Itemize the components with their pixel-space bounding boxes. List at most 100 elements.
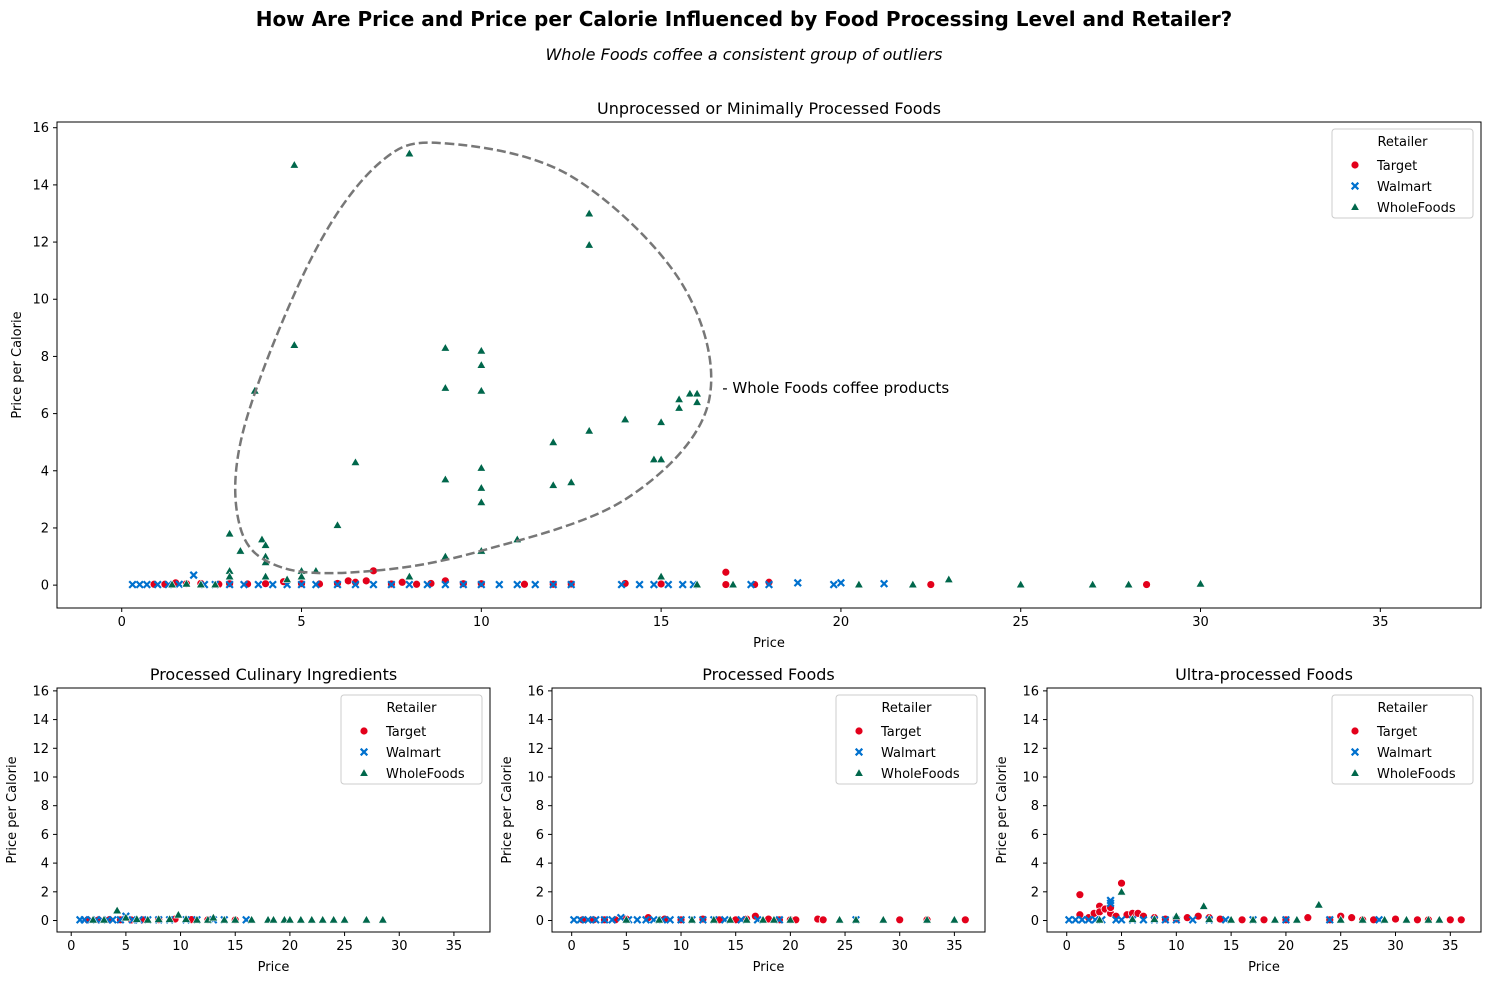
point-wholefoods — [476, 462, 487, 472]
point-walmart — [549, 580, 558, 589]
legend-label-target: Target — [385, 725, 426, 740]
y-tick-label: 0 — [41, 579, 49, 594]
point-walmart — [1106, 899, 1115, 908]
point-walmart — [108, 915, 117, 924]
legend-box — [835, 694, 978, 785]
point-target — [656, 579, 666, 589]
point-walmart — [591, 915, 600, 924]
point-wholefoods — [284, 914, 295, 924]
point-walmart — [423, 580, 432, 589]
point-wholefoods — [224, 528, 235, 538]
x-tick-label: 0 — [568, 939, 576, 954]
x-tick-label: 20 — [282, 939, 299, 954]
axes-frame — [56, 121, 1482, 609]
point-wholefoods — [708, 914, 719, 924]
point-target — [1303, 913, 1313, 923]
point-walmart — [128, 580, 137, 589]
y-tick-label: 14 — [527, 713, 544, 728]
data-points — [128, 148, 1206, 589]
point-wholefoods — [476, 359, 487, 369]
point-wholefoods — [656, 417, 667, 426]
point-target — [1142, 580, 1151, 589]
point-wholefoods — [282, 574, 293, 584]
point-walmart — [635, 580, 644, 589]
point-walmart — [829, 580, 838, 589]
point-target — [1391, 914, 1400, 924]
point-target — [1117, 878, 1126, 888]
point-wholefoods — [656, 454, 667, 463]
y-tick-label: 6 — [1031, 828, 1039, 843]
point-wholefoods — [692, 579, 702, 589]
point-target — [1075, 890, 1085, 900]
point-target — [1413, 915, 1422, 925]
legend-label-wholefoods: WholeFoods — [1377, 201, 1456, 216]
point-wholefoods — [1015, 579, 1026, 589]
point-wholefoods — [1149, 914, 1160, 923]
point-wholefoods — [142, 914, 153, 924]
point-target — [520, 579, 529, 589]
point-walmart — [649, 580, 659, 589]
point-walmart — [477, 580, 486, 589]
point-wholefoods — [949, 914, 960, 924]
point-wholefoods — [687, 914, 697, 924]
point-walmart — [664, 580, 673, 589]
legend-marker-wholefoods — [854, 767, 864, 777]
point-wholefoods — [725, 914, 736, 924]
x-tick-label: 5 — [622, 939, 630, 954]
point-target — [412, 579, 421, 589]
point-target — [1237, 915, 1247, 925]
point-target — [1259, 915, 1269, 925]
point-wholefoods — [404, 148, 415, 158]
x-tick-label: 10 — [1168, 939, 1185, 954]
x-tick-label: 35 — [446, 939, 463, 954]
point-target — [343, 576, 353, 586]
point-target — [1445, 915, 1455, 925]
point-wholefoods — [1335, 914, 1346, 924]
point-target — [818, 915, 828, 925]
x-tick-label: 30 — [1192, 615, 1209, 630]
point-wholefoods — [192, 914, 202, 924]
point-wholefoods — [684, 388, 695, 398]
point-wholefoods — [268, 914, 279, 924]
legend-label-wholefoods: WholeFoods — [881, 767, 960, 782]
point-wholefoods — [853, 579, 864, 589]
y-tick-label: 16 — [32, 121, 49, 136]
point-walmart — [116, 915, 125, 924]
point-walmart — [189, 571, 198, 580]
annotation-text: - Whole Foods coffee products — [722, 379, 949, 397]
point-wholefoods — [1423, 914, 1434, 924]
point-target — [721, 567, 731, 577]
point-walmart — [254, 580, 263, 589]
x-tick-label: 5 — [297, 615, 305, 630]
point-wholefoods — [230, 914, 241, 924]
x-tick-label: 20 — [782, 939, 799, 954]
point-walmart — [351, 580, 360, 589]
data-points — [1064, 878, 1466, 925]
point-walmart — [879, 579, 889, 588]
point-wholefoods — [164, 914, 175, 923]
point-wholefoods — [350, 457, 361, 466]
point-walmart — [608, 915, 617, 924]
x-tick-label: 0 — [118, 615, 126, 630]
legend-box — [1331, 128, 1474, 219]
point-walmart — [617, 580, 626, 589]
point-walmart — [836, 578, 845, 587]
point-wholefoods — [208, 912, 219, 922]
y-tick-label: 8 — [1031, 799, 1039, 814]
legend-title: Retailer — [1377, 135, 1428, 150]
point-wholefoods — [235, 545, 246, 555]
y-tick-label: 12 — [1022, 742, 1039, 757]
x-tick-label: 35 — [1442, 939, 1459, 954]
point-wholefoods — [377, 914, 388, 924]
point-wholefoods — [295, 914, 306, 924]
y-tick-label: 8 — [41, 350, 49, 365]
legend-title: Retailer — [1377, 701, 1428, 716]
point-wholefoods — [224, 571, 235, 581]
y-tick-label: 6 — [41, 828, 49, 843]
point-wholefoods — [728, 579, 738, 589]
legend-marker-target — [359, 726, 369, 736]
point-wholefoods — [332, 520, 343, 529]
point-wholefoods — [476, 482, 487, 492]
point-wholefoods — [476, 497, 487, 506]
point-walmart — [676, 915, 686, 924]
